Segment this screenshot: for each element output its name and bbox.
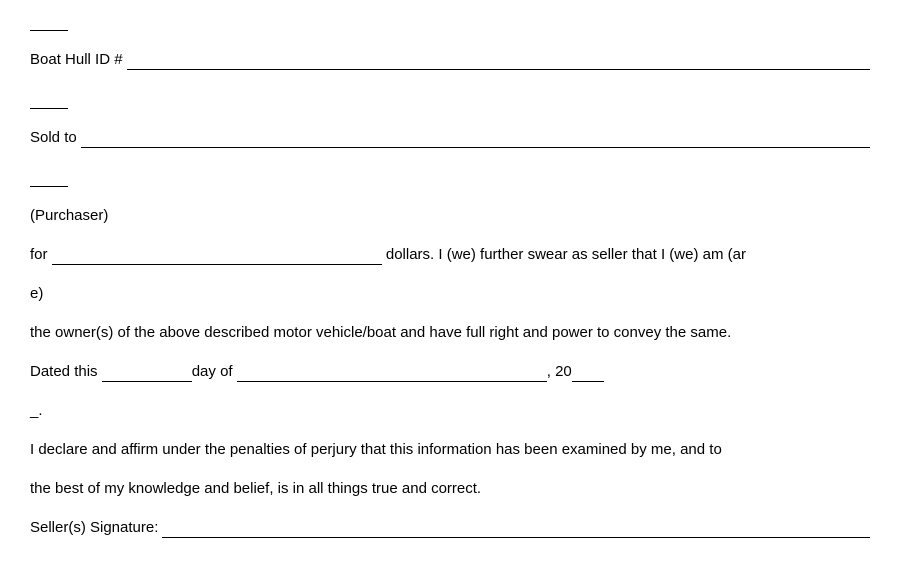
- continuation-dash-3: [30, 166, 870, 187]
- year-input[interactable]: [572, 367, 604, 382]
- day-input[interactable]: [102, 367, 192, 382]
- boat-hull-id-input[interactable]: [127, 55, 870, 70]
- perjury-declaration-line1: I declare and affirm under the penalties…: [30, 439, 870, 460]
- perjury-declaration-line2: the best of my knowledge and belief, is …: [30, 478, 870, 499]
- month-input[interactable]: [237, 367, 547, 382]
- sold-to-label: Sold to: [30, 127, 77, 148]
- amount-input[interactable]: [52, 250, 382, 265]
- e-continuation: e): [30, 283, 870, 304]
- sold-to-row: Sold to: [30, 127, 870, 148]
- dated-this-label: Dated this: [30, 363, 102, 380]
- continuation-dash-1: [30, 10, 870, 31]
- dollars-swear-text: dollars. I (we) further swear as seller …: [386, 246, 746, 263]
- owner-declaration-text: the owner(s) of the above described moto…: [30, 322, 870, 343]
- boat-hull-id-row: Boat Hull ID #: [30, 49, 870, 70]
- signature-row: Seller(s) Signature:: [30, 517, 870, 538]
- signature-label: Seller(s) Signature:: [30, 517, 158, 538]
- for-label: for: [30, 246, 48, 263]
- for-amount-row: for dollars. I (we) further swear as sel…: [30, 244, 870, 265]
- sold-to-input[interactable]: [81, 133, 870, 148]
- continuation-dash-2: [30, 88, 870, 109]
- dash-period: _.: [30, 400, 870, 421]
- dated-row: Dated this day of , 20: [30, 361, 870, 382]
- signature-input[interactable]: [162, 523, 870, 538]
- boat-hull-id-label: Boat Hull ID #: [30, 49, 123, 70]
- year-prefix-label: , 20: [547, 363, 572, 380]
- purchaser-label: (Purchaser): [30, 205, 870, 226]
- day-of-label: day of: [192, 363, 237, 380]
